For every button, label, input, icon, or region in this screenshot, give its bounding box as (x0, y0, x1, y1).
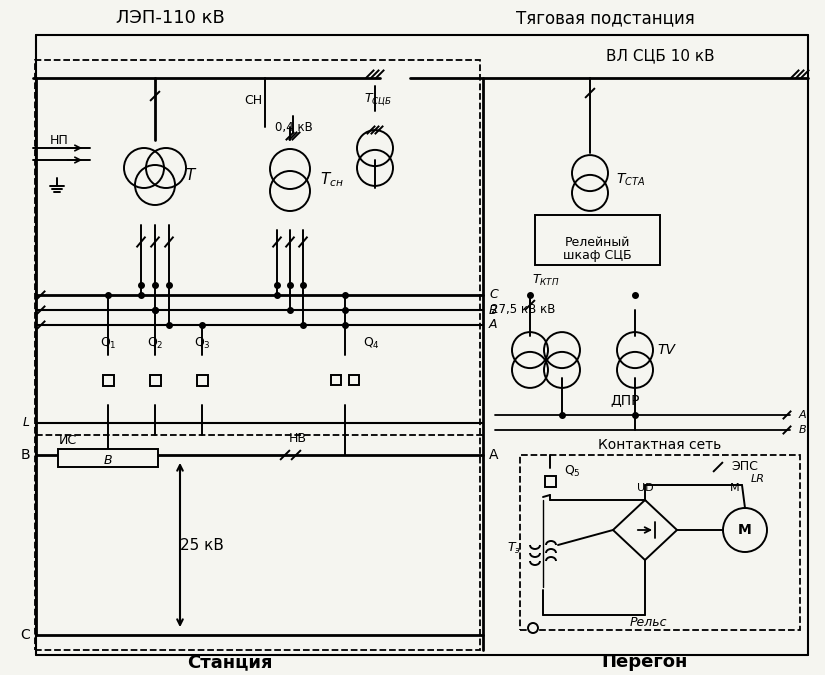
Bar (520, 455, 800, 630)
Text: M: M (730, 483, 740, 493)
Text: Рельс: Рельс (630, 616, 667, 628)
Text: B: B (21, 448, 30, 462)
Text: $T_э$: $T_э$ (507, 541, 521, 556)
Text: 27,5 кВ кВ: 27,5 кВ кВ (491, 304, 555, 317)
Text: Тяговая подстанция: Тяговая подстанция (516, 9, 695, 27)
Text: Q$_3$: Q$_3$ (194, 335, 210, 350)
Text: C: C (489, 288, 497, 302)
Bar (535, 215, 660, 265)
Text: A: A (489, 319, 497, 331)
Text: ВЛ СЦБ 10 кВ: ВЛ СЦБ 10 кВ (606, 49, 714, 63)
Bar (58, 449, 158, 467)
Text: T: T (185, 167, 195, 182)
Text: Контактная сеть: Контактная сеть (598, 438, 722, 452)
Text: Q$_4$: Q$_4$ (363, 335, 380, 350)
Text: СН: СН (244, 94, 262, 107)
Text: B: B (799, 425, 807, 435)
Text: 25 кВ: 25 кВ (180, 537, 224, 553)
Text: B: B (489, 304, 497, 317)
Text: M: M (738, 523, 752, 537)
Text: Q$_2$: Q$_2$ (147, 335, 163, 350)
Text: Перегон: Перегон (601, 653, 688, 671)
Text: шкаф СЦБ: шкаф СЦБ (563, 250, 632, 263)
Text: Станция: Станция (187, 653, 273, 671)
Bar (331, 375, 341, 385)
Text: ЭПС: ЭПС (732, 460, 758, 473)
Bar (544, 475, 555, 487)
Bar (196, 375, 208, 385)
Bar (349, 375, 359, 385)
Text: $T_{СТА}$: $T_{СТА}$ (616, 172, 645, 188)
Text: ИС: ИС (59, 433, 77, 446)
Text: $T_{СЦБ}$: $T_{СЦБ}$ (364, 92, 392, 108)
Text: A: A (489, 448, 498, 462)
Text: C: C (21, 628, 30, 642)
Text: $T_{сн}$: $T_{сн}$ (320, 171, 344, 190)
Bar (102, 375, 114, 385)
Text: UD: UD (637, 483, 653, 493)
Bar (149, 375, 161, 385)
Text: Релейный: Релейный (565, 236, 630, 250)
Text: НП: НП (50, 134, 68, 146)
Circle shape (723, 508, 767, 552)
Text: ДПР: ДПР (610, 393, 639, 407)
Bar (35, 60, 480, 650)
Text: LR: LR (751, 474, 765, 484)
Text: 0,4 кВ: 0,4 кВ (275, 122, 313, 134)
Text: Q$_1$: Q$_1$ (100, 335, 116, 350)
Text: B: B (104, 454, 112, 466)
Text: НВ: НВ (289, 431, 307, 445)
Text: TV: TV (657, 343, 675, 357)
Text: Q$_5$: Q$_5$ (564, 464, 581, 479)
Circle shape (528, 623, 538, 633)
Text: ЛЭП-110 кВ: ЛЭП-110 кВ (116, 9, 224, 27)
Text: L: L (23, 416, 30, 429)
Text: $T_{КТП}$: $T_{КТП}$ (532, 273, 560, 288)
Text: A: A (799, 410, 807, 420)
